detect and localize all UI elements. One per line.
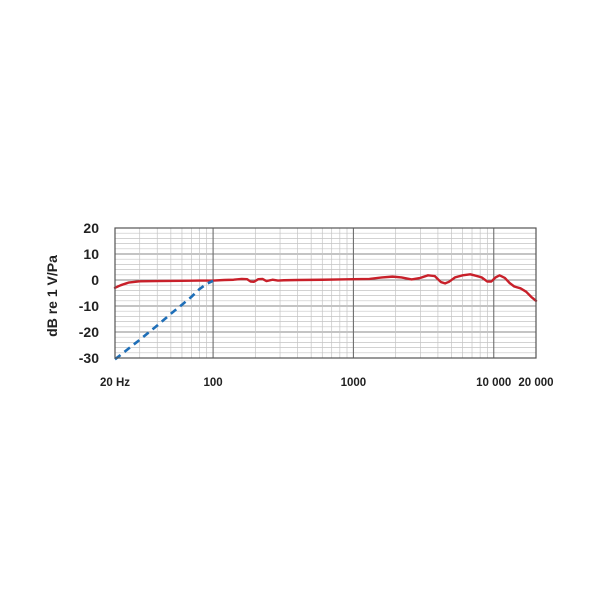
x-tick-label: 20 000 [518,377,553,389]
plot-frame [114,227,537,359]
series-line-response [113,273,538,302]
y-tick-label: -10 [79,298,99,314]
series-line-lowcut [114,279,214,361]
y-tick-label: 20 [83,220,99,236]
x-tick-label: 1000 [341,377,367,389]
y-tick-label: 10 [83,246,99,262]
y-tick-label: 0 [91,272,99,288]
y-axis-label: dB re 1 V/Pa [44,255,60,337]
x-tick-label: 10 000 [476,377,511,389]
series-layer [113,273,538,361]
x-tick-label: 100 [203,377,222,389]
y-tick-label: -30 [79,350,99,366]
grid [114,227,537,359]
x-tick-label: 20 Hz [100,377,130,389]
y-tick-label: -20 [79,324,99,340]
